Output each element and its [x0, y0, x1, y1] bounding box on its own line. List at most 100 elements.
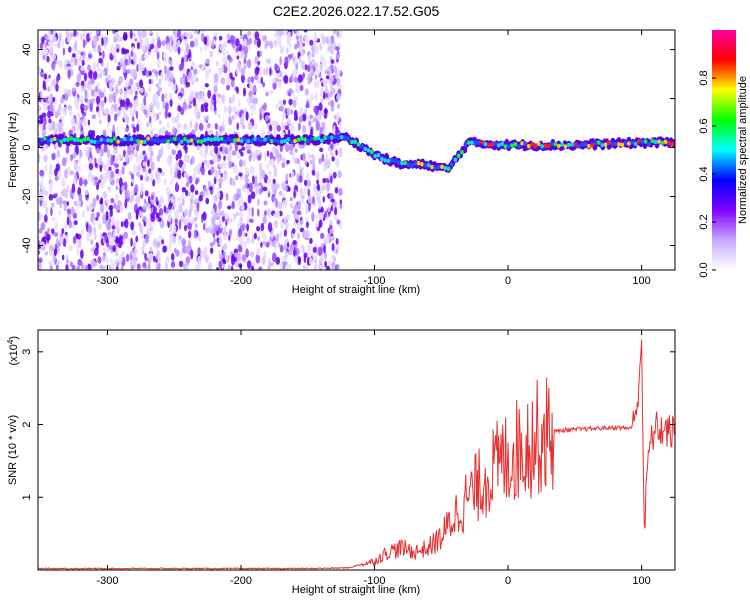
- noise-speck: [238, 43, 243, 52]
- noise-speck: [49, 249, 54, 257]
- noise-speck: [43, 154, 48, 163]
- noise-speck: [145, 266, 149, 270]
- noise-speck: [156, 200, 159, 206]
- noise-speck: [182, 217, 186, 224]
- noise-speck: [207, 262, 213, 270]
- noise-speck: [319, 63, 323, 73]
- signal-core: [346, 136, 351, 141]
- noise-speck: [57, 121, 63, 129]
- noise-speck: [277, 36, 280, 46]
- noise-speck: [153, 205, 157, 215]
- noise-speck: [178, 235, 182, 245]
- noise-speck: [254, 175, 258, 184]
- signal-core: [423, 163, 428, 168]
- noise-speck: [283, 229, 287, 237]
- noise-speck: [203, 44, 208, 52]
- noise-speck: [120, 221, 124, 228]
- noise-speck: [79, 55, 83, 62]
- signal-core: [393, 158, 398, 163]
- noise-speck: [44, 164, 48, 172]
- noise-speck: [131, 229, 137, 236]
- noise-speck: [194, 37, 199, 47]
- noise-speck: [277, 242, 281, 248]
- noise-speck: [310, 93, 314, 101]
- noise-speck: [58, 209, 61, 216]
- noise-speck: [38, 261, 42, 270]
- noise-speck: [198, 122, 204, 131]
- noise-speck: [176, 116, 179, 124]
- noise-speck: [338, 122, 342, 130]
- signal-core: [386, 158, 391, 164]
- noise-speck: [105, 198, 110, 205]
- noise-speck: [89, 103, 93, 112]
- noise-speck: [300, 171, 304, 177]
- noise-speck: [55, 83, 59, 92]
- noise-speck: [119, 203, 124, 214]
- noise-speck: [58, 33, 62, 42]
- noise-speck: [167, 156, 172, 166]
- noise-speck: [254, 56, 258, 65]
- noise-speck: [237, 200, 241, 206]
- noise-speck: [287, 186, 291, 192]
- noise-speck: [74, 40, 77, 51]
- noise-speck: [251, 238, 255, 244]
- noise-speck: [84, 79, 88, 89]
- noise-speck: [235, 38, 240, 47]
- noise-speck: [276, 30, 281, 37]
- signal-core: [169, 137, 174, 142]
- noise-speck: [155, 252, 159, 260]
- noise-speck: [97, 222, 103, 230]
- noise-speck: [338, 30, 343, 40]
- noise-speck: [329, 91, 333, 98]
- noise-speck: [336, 263, 340, 270]
- noise-speck: [167, 112, 172, 118]
- noise-speck: [229, 34, 235, 45]
- noise-speck: [62, 47, 66, 56]
- noise-speck: [142, 267, 146, 270]
- noise-speck: [292, 240, 297, 245]
- signal-core: [380, 156, 384, 162]
- signal-core: [490, 142, 494, 147]
- noise-speck: [163, 92, 168, 100]
- noise-speck: [99, 180, 105, 189]
- noise-speck: [257, 149, 261, 154]
- noise-speck: [331, 254, 336, 262]
- noise-speck: [299, 34, 303, 44]
- noise-speck: [148, 168, 152, 174]
- noise-speck: [99, 148, 102, 158]
- noise-speck: [140, 232, 144, 239]
- noise-speck: [169, 223, 173, 233]
- noise-speck: [218, 177, 224, 184]
- noise-speck: [41, 129, 46, 138]
- noise-speck: [141, 63, 145, 72]
- noise-speck: [173, 247, 177, 254]
- noise-speck: [144, 53, 148, 60]
- noise-speck: [265, 66, 269, 76]
- noise-speck: [100, 100, 105, 107]
- noise-speck: [55, 110, 58, 118]
- signal-core: [670, 141, 675, 147]
- noise-speck: [214, 145, 219, 154]
- signal-core: [620, 142, 625, 148]
- noise-speck: [222, 118, 225, 128]
- signal-core: [236, 137, 241, 143]
- noise-speck: [83, 104, 88, 112]
- noise-speck: [333, 201, 337, 208]
- noise-speck: [59, 97, 64, 104]
- signal-core: [450, 162, 454, 167]
- noise-speck: [332, 30, 337, 35]
- noise-speck: [282, 193, 286, 199]
- noise-speck: [253, 181, 258, 188]
- noise-speck: [86, 57, 90, 62]
- noise-speck: [116, 126, 120, 136]
- noise-speck: [97, 73, 103, 79]
- noise-speck: [248, 208, 253, 217]
- noise-speck: [311, 156, 316, 165]
- noise-speck: [289, 75, 293, 82]
- signal-core: [663, 139, 668, 145]
- noise-speck: [336, 42, 341, 47]
- noise-speck: [40, 90, 43, 99]
- noise-speck: [316, 183, 321, 192]
- noise-speck: [87, 119, 91, 126]
- noise-speck: [194, 208, 197, 216]
